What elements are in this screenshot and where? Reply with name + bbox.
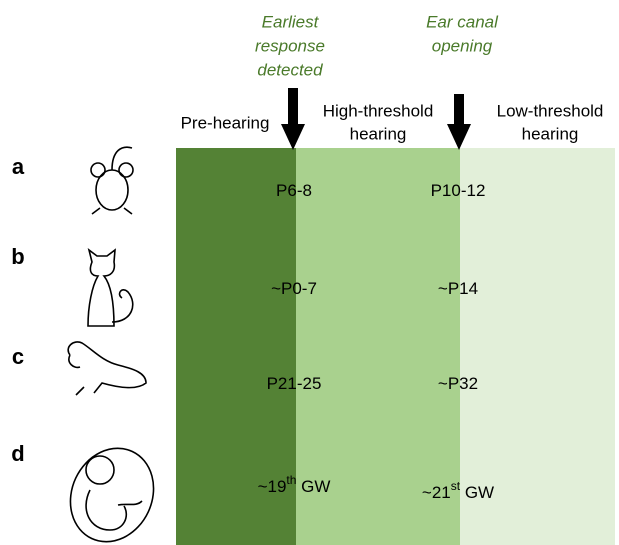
age-value: ~P0-7 <box>271 279 317 298</box>
age-base: ~19 <box>258 477 287 496</box>
age-base: ~P14 <box>438 279 478 298</box>
marker-text: Ear canal <box>426 12 499 31</box>
age-base: ~21 <box>422 483 451 502</box>
cat-icon <box>88 250 133 326</box>
age-value: ~P14 <box>438 279 478 298</box>
age-base: P21-25 <box>267 374 322 393</box>
otter-icon <box>68 342 146 395</box>
phase-label: High-threshold <box>323 101 434 120</box>
arrow <box>281 88 305 150</box>
mouse-icon <box>91 147 133 214</box>
age-value: P21-25 <box>267 374 322 393</box>
row-label: a <box>12 154 25 179</box>
row-label: c <box>12 344 24 369</box>
arrow <box>447 94 471 150</box>
age-base: ~P0-7 <box>271 279 317 298</box>
marker-text: response <box>255 36 325 55</box>
phase-label: Low-threshold <box>497 101 604 120</box>
age-sup: th <box>286 473 296 487</box>
marker-text: Earliest <box>262 12 320 31</box>
age-base: P6-8 <box>276 181 312 200</box>
age-value: ~P32 <box>438 374 478 393</box>
age-base: P10-12 <box>431 181 486 200</box>
fetus-icon <box>55 435 168 545</box>
age-base: ~P32 <box>438 374 478 393</box>
row-label: b <box>11 244 24 269</box>
marker-text: opening <box>432 36 493 55</box>
age-after: GW <box>460 483 494 502</box>
age-value: P10-12 <box>431 181 486 200</box>
phase-label: hearing <box>350 124 407 143</box>
marker-text: detected <box>257 60 323 79</box>
phase-label: hearing <box>522 124 579 143</box>
diagram: Earliest response detected Ear canal opening… <box>0 0 619 545</box>
row-label: d <box>11 441 24 466</box>
phase-label: Pre-hearing <box>181 113 270 132</box>
age-value: P6-8 <box>276 181 312 200</box>
age-after: GW <box>296 477 330 496</box>
